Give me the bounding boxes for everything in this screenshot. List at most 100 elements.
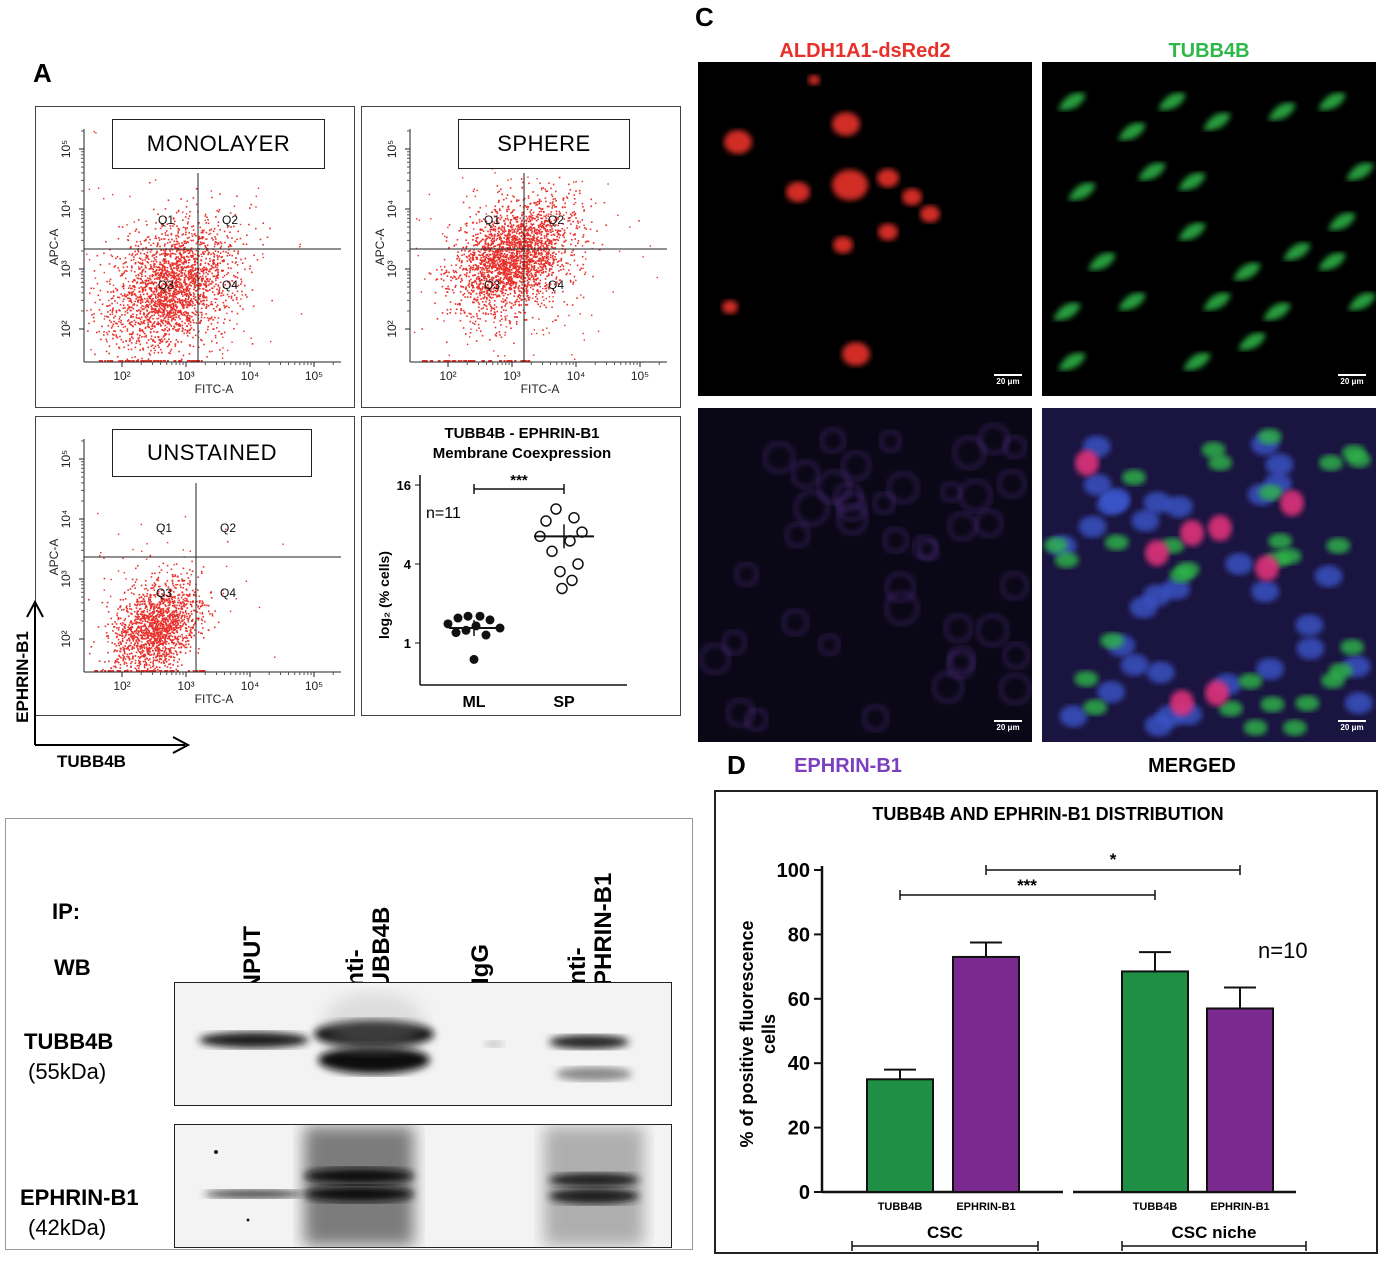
event-dot xyxy=(498,237,500,239)
event-dot xyxy=(552,256,553,257)
event-dot xyxy=(476,245,478,247)
event-dot xyxy=(569,220,571,222)
event-dot xyxy=(509,242,511,244)
event-dot xyxy=(217,304,219,306)
event-dot xyxy=(166,230,168,232)
event-dot xyxy=(155,312,157,314)
event-dot xyxy=(121,339,123,341)
event-dot xyxy=(476,283,478,285)
event-dot xyxy=(187,307,189,309)
event-dot xyxy=(141,336,143,338)
event-dot xyxy=(504,256,506,258)
event-dot xyxy=(155,289,157,291)
event-dot xyxy=(174,360,176,362)
event-dot xyxy=(191,327,193,329)
event-dot xyxy=(175,302,177,304)
event-dot xyxy=(146,360,148,362)
event-dot xyxy=(492,238,494,240)
event-dot xyxy=(193,346,195,348)
event-dot xyxy=(165,294,167,296)
event-dot xyxy=(490,313,492,315)
event-dot xyxy=(182,295,184,297)
event-dot xyxy=(185,267,187,269)
event-dot xyxy=(241,281,243,283)
event-dot xyxy=(512,232,513,233)
y-tick-label: 10⁵ xyxy=(59,140,73,158)
event-dot xyxy=(192,305,194,307)
event-dot xyxy=(507,241,509,243)
event-dot xyxy=(171,307,173,309)
event-dot xyxy=(548,259,550,261)
event-dot xyxy=(481,279,483,281)
event-dot xyxy=(111,321,113,323)
event-dot xyxy=(137,249,139,251)
event-dot xyxy=(178,330,180,332)
event-dot xyxy=(573,211,575,213)
event-dot xyxy=(173,244,175,246)
event-dot xyxy=(558,270,560,272)
event-dot xyxy=(127,328,129,330)
event-dot xyxy=(487,267,489,269)
event-dot xyxy=(128,344,130,346)
event-dot xyxy=(209,230,211,232)
event-dot xyxy=(470,257,472,259)
event-dot xyxy=(140,294,142,296)
event-dot xyxy=(519,241,521,243)
event-dot xyxy=(455,312,457,314)
event-dot xyxy=(248,224,250,226)
event-dot xyxy=(103,198,104,199)
event-dot xyxy=(184,247,186,249)
event-dot xyxy=(478,250,480,252)
event-dot xyxy=(124,262,126,264)
event-dot xyxy=(436,278,438,280)
event-dot xyxy=(171,239,173,241)
event-dot xyxy=(557,264,559,266)
event-dot xyxy=(497,235,499,237)
event-dot xyxy=(227,255,229,257)
event-dot xyxy=(157,310,159,312)
event-dot xyxy=(111,298,113,300)
event-dot xyxy=(145,221,146,222)
event-dot xyxy=(169,293,171,295)
event-dot xyxy=(566,196,567,197)
event-dot xyxy=(237,253,238,254)
event-dot xyxy=(258,188,259,189)
event-dot xyxy=(536,216,538,218)
event-dot xyxy=(195,296,197,298)
event-dot xyxy=(185,229,187,231)
event-dot xyxy=(112,325,114,327)
event-dot xyxy=(516,321,518,323)
event-dot xyxy=(196,204,197,205)
event-dot xyxy=(216,255,218,257)
event-dot xyxy=(479,303,481,305)
event-dot xyxy=(555,239,557,241)
event-dot xyxy=(170,272,172,274)
event-dot xyxy=(181,270,183,272)
event-dot xyxy=(518,199,520,201)
event-dot xyxy=(108,305,110,307)
event-dot xyxy=(555,253,557,255)
event-dot xyxy=(221,260,223,262)
event-dot xyxy=(494,234,496,236)
event-dot xyxy=(525,242,527,244)
event-dot xyxy=(190,285,192,287)
event-dot xyxy=(540,262,542,264)
event-dot xyxy=(186,256,188,258)
event-dot xyxy=(542,245,544,247)
event-dot xyxy=(201,230,203,232)
event-dot xyxy=(489,254,491,256)
event-dot xyxy=(485,241,487,243)
event-dot xyxy=(215,242,217,244)
event-dot xyxy=(495,327,497,329)
event-dot xyxy=(490,297,492,299)
event-dot xyxy=(503,199,505,201)
event-dot xyxy=(504,253,506,255)
event-dot xyxy=(541,233,543,235)
event-dot xyxy=(196,272,198,274)
event-dot xyxy=(577,242,579,244)
event-dot xyxy=(182,325,184,327)
event-dot xyxy=(209,351,211,353)
event-dot xyxy=(541,269,543,271)
event-dot xyxy=(196,243,198,245)
event-dot xyxy=(186,213,187,214)
